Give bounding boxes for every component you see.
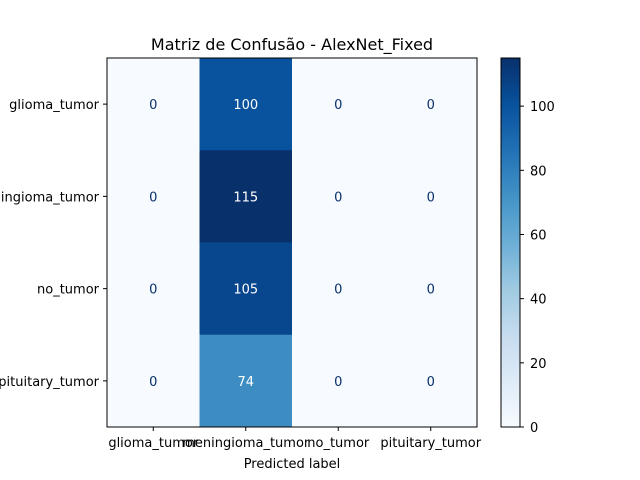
heatmap-cell bbox=[292, 334, 385, 428]
cell-value-label: 0 bbox=[334, 98, 342, 113]
heatmap-cell bbox=[199, 334, 293, 428]
heatmap-cell bbox=[384, 58, 478, 151]
cell-value-label: 100 bbox=[233, 98, 258, 113]
y-tick-label: no_tumor bbox=[37, 283, 100, 298]
x-tick-label: glioma_tumor bbox=[108, 436, 199, 451]
cell-value-label: 0 bbox=[149, 190, 157, 205]
y-axis-ticks: glioma_tumor meningioma_tumor no_tumorpitu… bbox=[0, 98, 107, 390]
heatmap-cell bbox=[107, 58, 200, 151]
heatmap-cell bbox=[384, 242, 478, 336]
x-tick-label: no_tumor bbox=[307, 436, 370, 451]
cell-value-label: 0 bbox=[149, 375, 157, 390]
cell-value-label: 0 bbox=[427, 98, 435, 113]
cell-value-label: 0 bbox=[334, 190, 342, 205]
heatmap-cell bbox=[384, 334, 478, 428]
colorbar-tick-label: 80 bbox=[530, 164, 547, 179]
colorbar-tick-label: 60 bbox=[530, 228, 547, 243]
cell-value-label: 105 bbox=[233, 283, 258, 298]
heatmap-cell bbox=[199, 242, 293, 336]
y-tick-label: pituitary_tumor bbox=[0, 375, 100, 390]
x-tick-label: pituitary_tumor bbox=[380, 436, 481, 451]
colorbar-ticks: 0 20 40 60 80 100 bbox=[520, 100, 555, 436]
colorbar-tick-label: 100 bbox=[530, 100, 555, 115]
y-tick-label: meningioma_tumor bbox=[0, 190, 100, 205]
cell-value-label: 0 bbox=[334, 283, 342, 298]
colorbar-tick-label: 0 bbox=[530, 421, 538, 436]
chart-title: Matriz de Confusão - AlexNet_Fixed bbox=[151, 35, 433, 55]
x-tick-label: meningioma_tumor bbox=[182, 436, 310, 451]
cell-value-label: 0 bbox=[149, 283, 157, 298]
heatmap-cell bbox=[199, 58, 293, 151]
plot-frame bbox=[106, 57, 478, 428]
cell-value-label: 0 bbox=[427, 190, 435, 205]
heatmap-cell bbox=[292, 242, 385, 336]
heatmap-cell bbox=[107, 242, 200, 336]
heatmap-cell bbox=[292, 58, 385, 151]
y-tick-label: glioma_tumor bbox=[9, 98, 100, 113]
cell-value-label: 115 bbox=[233, 190, 258, 205]
cell-value-label: 0 bbox=[149, 98, 157, 113]
colorbar bbox=[500, 57, 521, 428]
heatmap-cell bbox=[107, 150, 200, 243]
cell-value-label: 0 bbox=[334, 375, 342, 390]
heatmap-cells: 0 100 0 0 0 115 0 0 0 105 0 0 0 74 0 0 bbox=[107, 58, 478, 428]
heatmap-cell bbox=[292, 150, 385, 243]
cell-value-label: 74 bbox=[237, 375, 254, 390]
cell-value-label: 0 bbox=[427, 375, 435, 390]
colorbar-tick-label: 40 bbox=[530, 293, 547, 308]
colorbar-tick-label: 20 bbox=[530, 357, 547, 372]
heatmap-cell bbox=[199, 150, 293, 243]
cell-value-label: 0 bbox=[427, 283, 435, 298]
heatmap-cell bbox=[107, 334, 200, 428]
x-axis-label: Predicted label bbox=[244, 457, 341, 472]
heatmap-cell bbox=[384, 150, 478, 243]
